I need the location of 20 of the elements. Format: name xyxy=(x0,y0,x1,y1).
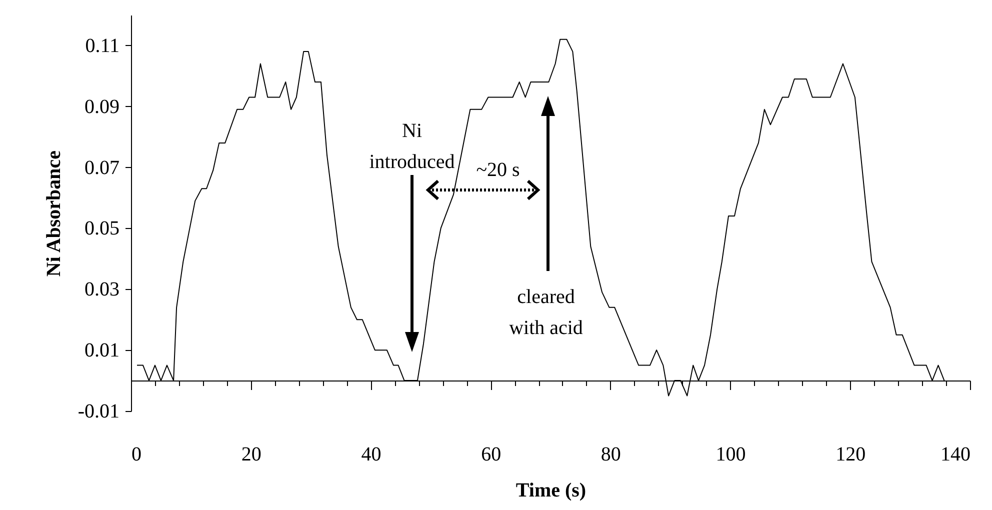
y-tick-label: 0.01 xyxy=(84,340,120,362)
x-tick-label: 80 xyxy=(600,444,621,466)
y-tick-label: -0.01 xyxy=(78,400,120,422)
x-tick-label: 40 xyxy=(361,444,382,466)
annotation: ~20 s xyxy=(476,159,520,181)
y-tick-label: 0.11 xyxy=(85,34,120,57)
x-tick-label: 20 xyxy=(241,444,262,466)
y-tick-label: 0.07 xyxy=(84,156,120,179)
x-tick-label: 120 xyxy=(836,444,866,466)
y-axis-title: Ni Absorbance xyxy=(42,150,65,277)
y-tick-label: 0.03 xyxy=(84,278,120,301)
x-tick-label: 0 xyxy=(132,444,142,466)
x-tick-label: 60 xyxy=(481,444,502,466)
annotation: cleared with acid xyxy=(509,286,583,339)
x-tick-label: 140 xyxy=(940,444,970,466)
x-tick-label: 100 xyxy=(716,444,746,466)
y-tick-label: 0.05 xyxy=(84,218,120,240)
annotation: Ni introduced xyxy=(369,120,455,173)
y-tick-label: 0.09 xyxy=(84,96,120,118)
x-axis-title: Time (s) xyxy=(516,480,586,502)
